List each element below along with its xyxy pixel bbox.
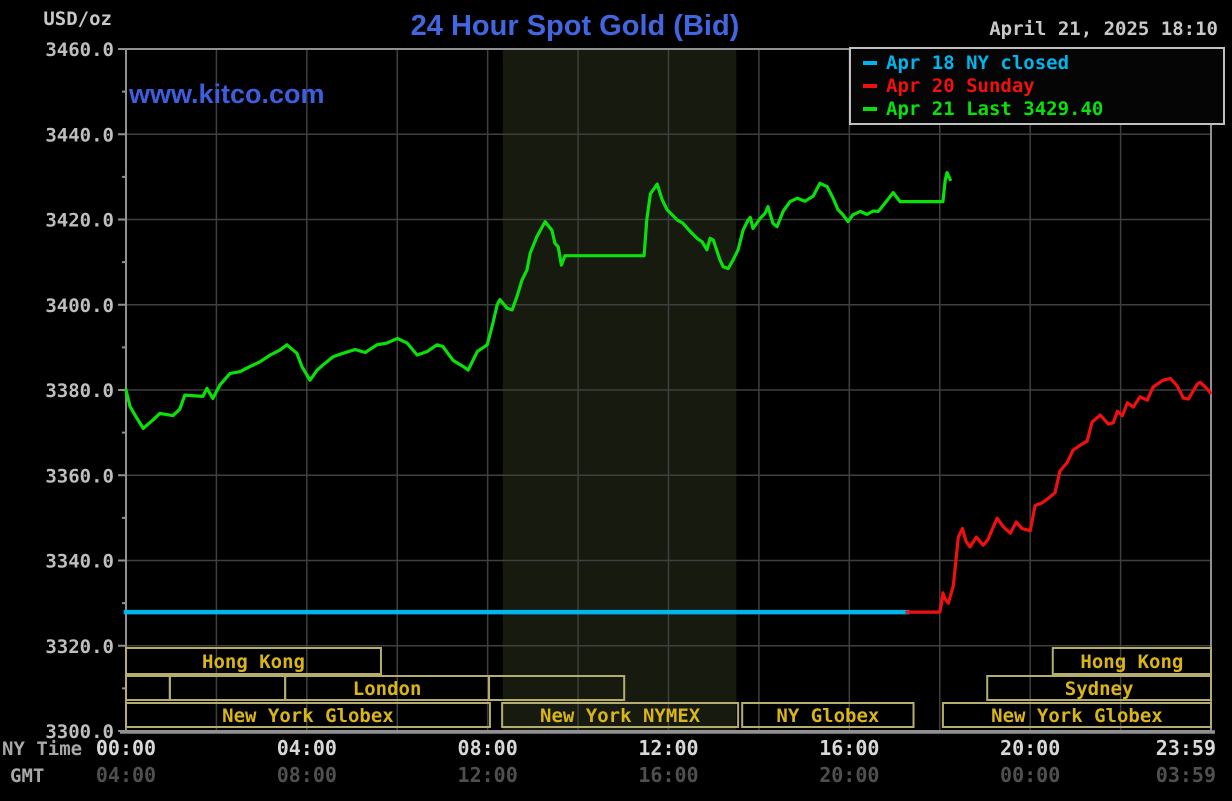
x-tick-ny-time: 20:00 <box>1000 736 1060 760</box>
x-tick-gmt-time: 00:00 <box>1000 763 1060 787</box>
y-tick-label: 3380.0 <box>45 380 114 402</box>
y-axis: 3300.0 3320.0 3340.0 3360.0 3380.0 3400.0 3420… <box>45 39 126 743</box>
session-box <box>1051 647 1213 675</box>
x-tick-gmt-time: 16:00 <box>638 763 698 787</box>
session-box <box>501 702 740 728</box>
market-session-boxes: Hong Kong Hong Kong London Sydney New York G… <box>125 647 1213 728</box>
series-apr-21-last-3429-40 <box>124 171 953 430</box>
gmt-caption: GMT <box>10 765 44 787</box>
session-box <box>168 675 287 701</box>
y-axis-unit-label: USD/oz <box>43 8 112 30</box>
y-tick-label: 3340.0 <box>45 551 114 573</box>
session-label: Hong Kong <box>202 651 305 673</box>
legend-box: Apr 18 NY closed Apr 20 Sunday Apr 21 La… <box>849 47 1225 125</box>
x-tick-gmt-time: 20:00 <box>819 763 879 787</box>
session-label: NY Globex <box>776 705 879 727</box>
session-box <box>125 647 382 675</box>
y-tick-label: 3320.0 <box>45 636 114 658</box>
session-box <box>488 675 626 701</box>
session-box <box>986 675 1212 701</box>
chart-timestamp: April 21, 2025 18:10 <box>989 18 1218 40</box>
legend-dash-icon <box>863 60 877 65</box>
session-box <box>125 675 171 701</box>
y-tick-label: 3360.0 <box>45 465 114 487</box>
x-tick-ny-time: 08:00 <box>458 736 518 760</box>
legend-item-apr20: Apr 20 Sunday <box>863 75 1223 97</box>
x-tick-gmt-time: 08:00 <box>277 763 337 787</box>
session-label: New York NYMEX <box>540 705 701 727</box>
x-axis: NY Time GMT 00:00 04:00 04:00 08:00 08:00 12:00… <box>2 736 1216 787</box>
x-tick-ny-time: 23:59 <box>1156 736 1216 760</box>
legend-label: Apr 18 NY closed <box>886 51 1070 74</box>
x-tick-ny-time: 00:00 <box>96 736 156 760</box>
x-tick-ny-time: 04:00 <box>277 736 337 760</box>
session-box <box>941 702 1213 728</box>
session-label: New York Globex <box>991 705 1163 727</box>
legend-label: Apr 21 Last 3429.40 <box>886 98 1104 121</box>
y-tick-label: 3300.0 <box>45 721 114 743</box>
session-label: Sydney <box>1065 678 1134 700</box>
legend-item-apr21: Apr 21 Last 3429.40 <box>863 98 1223 120</box>
session-box <box>125 702 491 728</box>
x-tick-gmt-time: 12:00 <box>458 763 518 787</box>
session-label: London <box>353 678 422 700</box>
session-label: New York Globex <box>222 705 394 727</box>
y-tick-label: 3460.0 <box>45 39 114 61</box>
legend-label: Apr 20 Sunday <box>886 74 1035 97</box>
gridlines <box>126 49 1211 731</box>
y-tick-label: 3440.0 <box>45 124 114 146</box>
page-title: 24 Hour Spot Gold (Bid) <box>410 10 740 42</box>
series-apr-20-sunday <box>905 376 1213 614</box>
legend-dash-icon <box>863 83 877 88</box>
session-label: Hong Kong <box>1080 651 1183 673</box>
session-box <box>741 702 915 728</box>
x-tick-gmt-time: 04:00 <box>96 763 156 787</box>
kitco-watermark-link[interactable]: www.kitco.com <box>129 79 325 109</box>
ny-time-caption: NY Time <box>2 738 82 760</box>
y-tick-label: 3420.0 <box>45 210 114 232</box>
x-tick-ny-time: 12:00 <box>638 736 698 760</box>
legend-item-apr18: Apr 18 NY closed <box>863 52 1223 74</box>
x-tick-ny-time: 16:00 <box>819 736 879 760</box>
x-tick-gmt-time: 03:59 <box>1156 763 1216 787</box>
y-tick-label: 3400.0 <box>45 295 114 317</box>
legend-dash-icon <box>863 107 877 112</box>
